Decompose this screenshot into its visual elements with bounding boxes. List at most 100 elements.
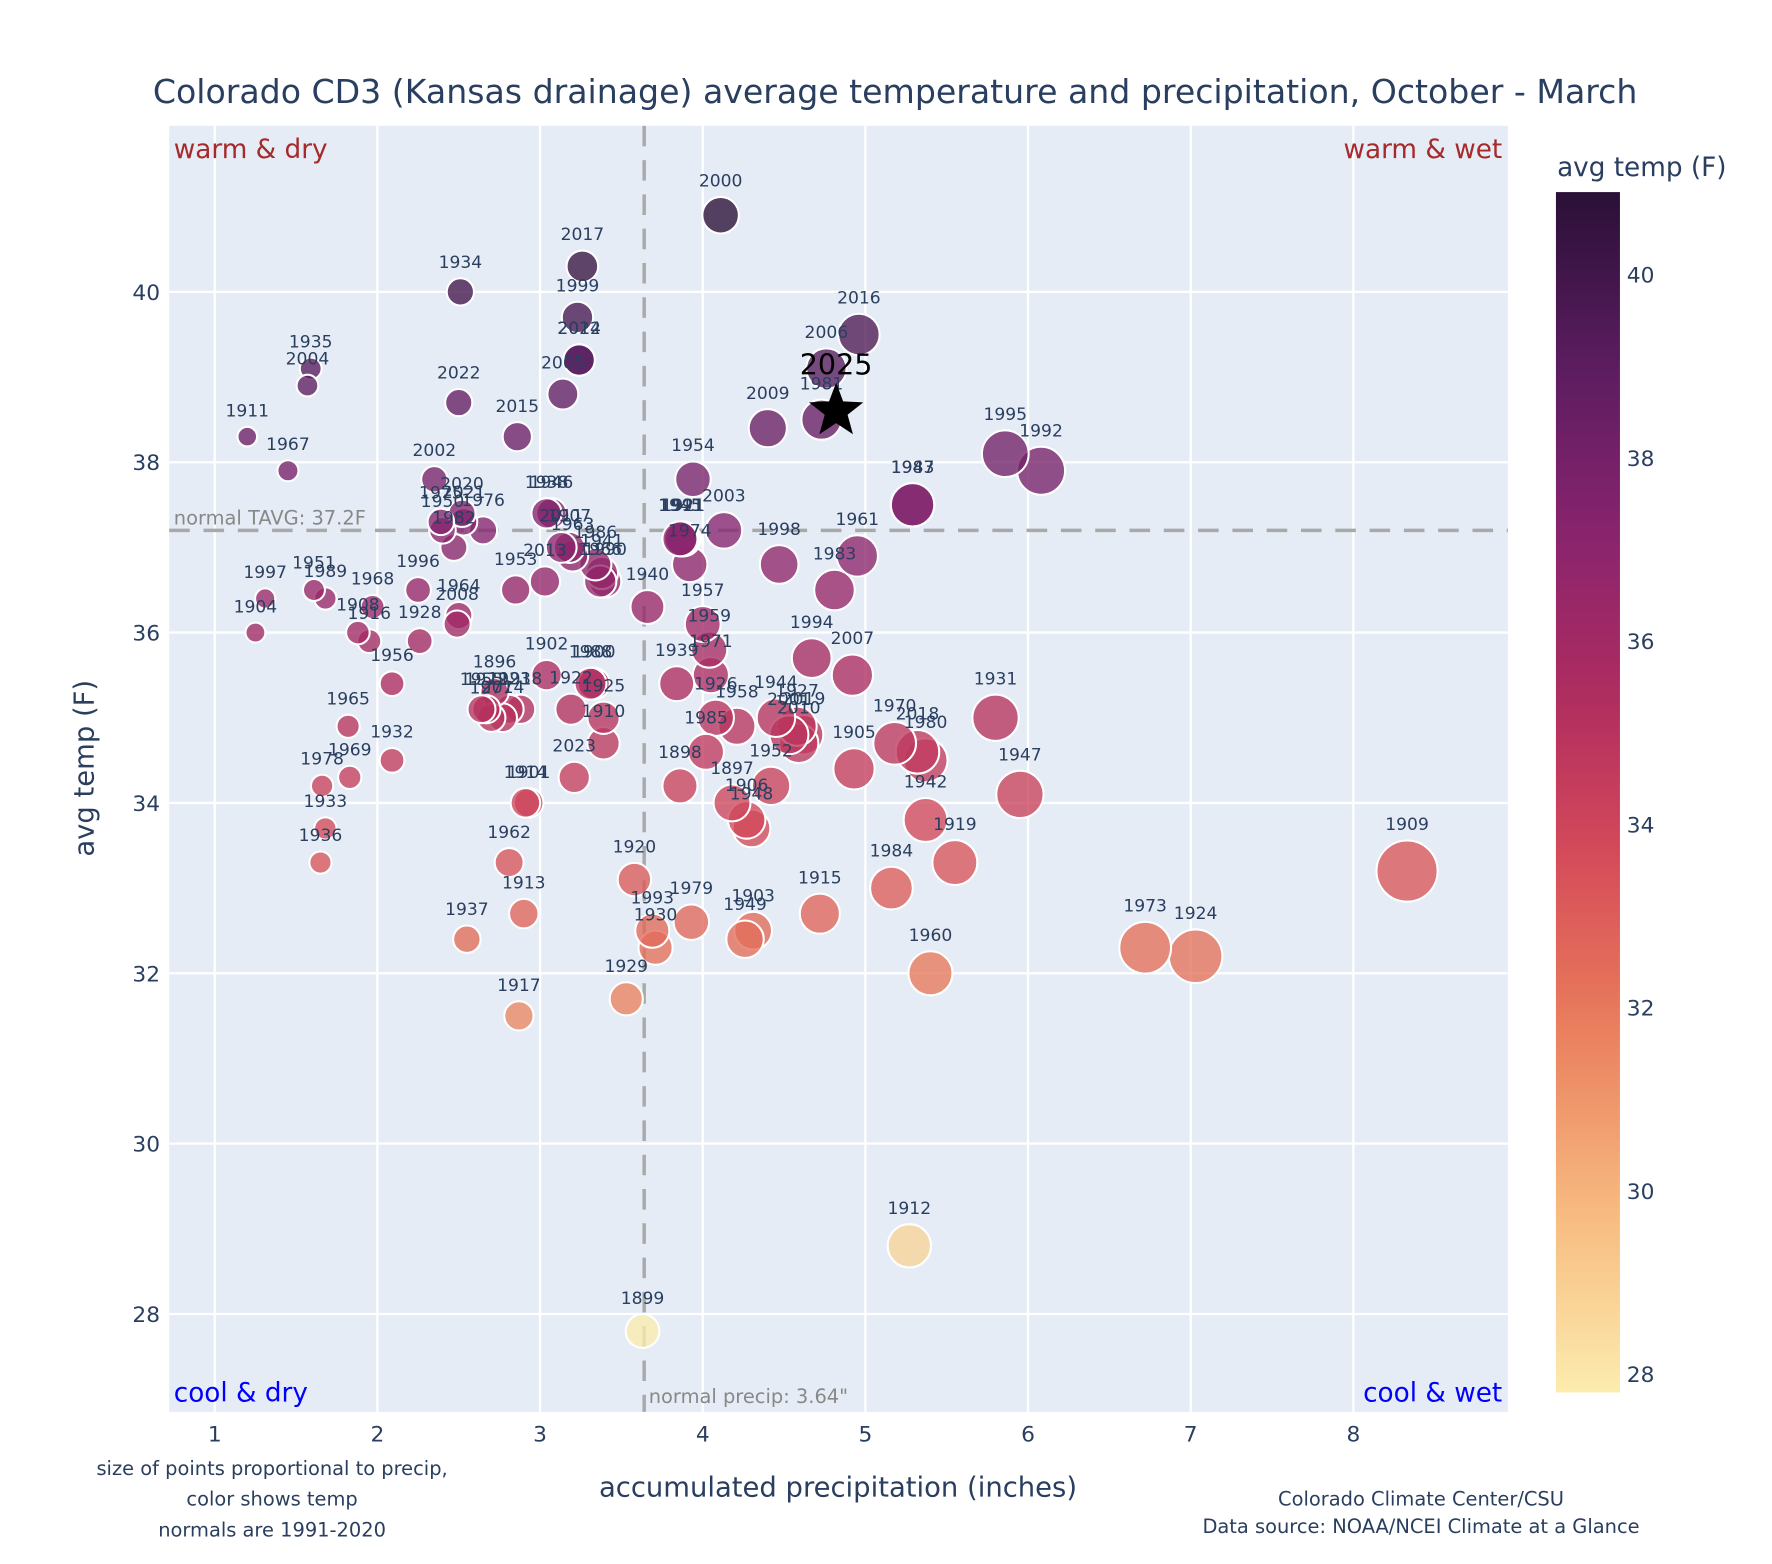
- point-1938[interactable]: [530, 497, 563, 530]
- point-1936[interactable]: [308, 850, 333, 875]
- point-label-1955: 1955: [460, 670, 504, 690]
- point-1925[interactable]: [586, 700, 621, 735]
- point-1934[interactable]: [445, 277, 475, 307]
- point-1928[interactable]: [405, 627, 434, 655]
- point-1953[interactable]: [500, 574, 532, 606]
- point-2003[interactable]: [704, 511, 744, 550]
- point-2022[interactable]: [444, 387, 474, 418]
- point-1913[interactable]: [508, 897, 540, 930]
- point-1912[interactable]: [886, 1223, 932, 1269]
- point-2005[interactable]: [546, 377, 580, 411]
- point-1920[interactable]: [616, 861, 653, 898]
- point-1994[interactable]: [790, 637, 833, 680]
- point-1899[interactable]: [624, 1313, 661, 1349]
- normal-temp-label: normal TAVG: 37.2F: [174, 507, 366, 530]
- point-1998[interactable]: [758, 544, 800, 585]
- point-1947[interactable]: [995, 769, 1045, 820]
- point-1965[interactable]: [335, 713, 361, 739]
- point-label-2016: 2016: [837, 288, 881, 308]
- point-1904[interactable]: [244, 621, 267, 644]
- point-label-1900: 1900: [572, 642, 616, 662]
- point-1962[interactable]: [493, 847, 525, 879]
- point-label-1940: 1940: [626, 565, 670, 585]
- point-label-1995: 1995: [983, 405, 1027, 425]
- point-1924[interactable]: [1167, 928, 1224, 985]
- point-1979[interactable]: [672, 903, 711, 941]
- point-1908[interactable]: [345, 619, 371, 646]
- point-1987[interactable]: [889, 482, 936, 528]
- point-1931[interactable]: [971, 693, 1020, 742]
- point-1911[interactable]: [236, 425, 259, 448]
- point-2016[interactable]: [837, 312, 881, 357]
- point-2011[interactable]: [544, 530, 578, 564]
- point-2023[interactable]: [557, 760, 591, 795]
- point-1968[interactable]: [359, 593, 386, 621]
- point-1978[interactable]: [309, 773, 335, 799]
- x-tick-label: 1: [208, 1423, 222, 1448]
- point-1919[interactable]: [931, 839, 979, 887]
- point-2013[interactable]: [528, 565, 562, 598]
- point-1973[interactable]: [1118, 920, 1173, 975]
- point-2007[interactable]: [830, 653, 875, 697]
- point-1937[interactable]: [452, 924, 482, 954]
- point-1997[interactable]: [254, 587, 277, 610]
- point-1984[interactable]: [869, 865, 914, 911]
- point-1940[interactable]: [629, 589, 666, 626]
- point-label-1970: 1970: [873, 697, 917, 717]
- point-label-1931: 1931: [974, 669, 1018, 689]
- point-1985[interactable]: [686, 732, 726, 771]
- point-1999[interactable]: [560, 300, 595, 335]
- point-1970[interactable]: [872, 720, 918, 766]
- point-1909[interactable]: [1375, 839, 1439, 903]
- point-1929[interactable]: [608, 981, 644, 1017]
- point-1917[interactable]: [503, 1000, 535, 1032]
- point-1944[interactable]: [755, 697, 797, 739]
- point-1902[interactable]: [530, 658, 563, 692]
- point-2004[interactable]: [295, 373, 320, 398]
- point-label-1982: 1982: [432, 509, 476, 529]
- point-label-2014: 2014: [481, 678, 525, 698]
- point-2002[interactable]: [420, 465, 449, 494]
- point-2006[interactable]: [805, 347, 848, 390]
- point-1956[interactable]: [378, 670, 406, 698]
- point-1951[interactable]: [301, 577, 326, 602]
- point-1993[interactable]: [634, 912, 671, 949]
- point-label-1972: 1972: [465, 670, 509, 690]
- point-1961[interactable]: [835, 534, 880, 578]
- point-1942[interactable]: [902, 796, 949, 843]
- x-axis-ticks: 1 2 3 4 5 6 7 8: [208, 1423, 1360, 1448]
- point-1949[interactable]: [725, 919, 765, 959]
- point-label-1960: 1960: [909, 926, 953, 946]
- point-1905[interactable]: [832, 747, 876, 791]
- point-1898[interactable]: [661, 767, 699, 805]
- point-1952[interactable]: [750, 765, 792, 807]
- point-2009[interactable]: [747, 408, 788, 449]
- point-1995[interactable]: [980, 429, 1030, 479]
- point-1957[interactable]: [683, 605, 722, 644]
- point-1954[interactable]: [674, 460, 712, 499]
- point-1967[interactable]: [276, 459, 300, 483]
- point-label-1917: 1917: [497, 976, 541, 996]
- point-1914[interactable]: [509, 787, 542, 819]
- point-1897[interactable]: [712, 783, 752, 823]
- point-1945[interactable]: [661, 520, 699, 558]
- point-2008[interactable]: [442, 609, 472, 639]
- point-1969[interactable]: [337, 764, 363, 791]
- point-label-1977: 1977: [469, 678, 513, 698]
- point-1960[interactable]: [907, 950, 954, 997]
- point-1996[interactable]: [404, 576, 432, 604]
- point-2017[interactable]: [565, 249, 600, 284]
- point-2024[interactable]: [562, 343, 596, 377]
- point-1975[interactable]: [426, 507, 456, 537]
- point-1955[interactable]: [466, 694, 497, 725]
- point-2015[interactable]: [501, 421, 533, 453]
- point-2000[interactable]: [701, 195, 740, 235]
- point-1983[interactable]: [813, 568, 856, 612]
- point-label-1935: 1935: [289, 332, 333, 352]
- point-1933[interactable]: [313, 816, 338, 841]
- point-1915[interactable]: [798, 892, 841, 935]
- point-1988[interactable]: [573, 666, 608, 701]
- point-1932[interactable]: [378, 746, 406, 774]
- point-1922[interactable]: [554, 692, 588, 726]
- point-1939[interactable]: [658, 665, 696, 703]
